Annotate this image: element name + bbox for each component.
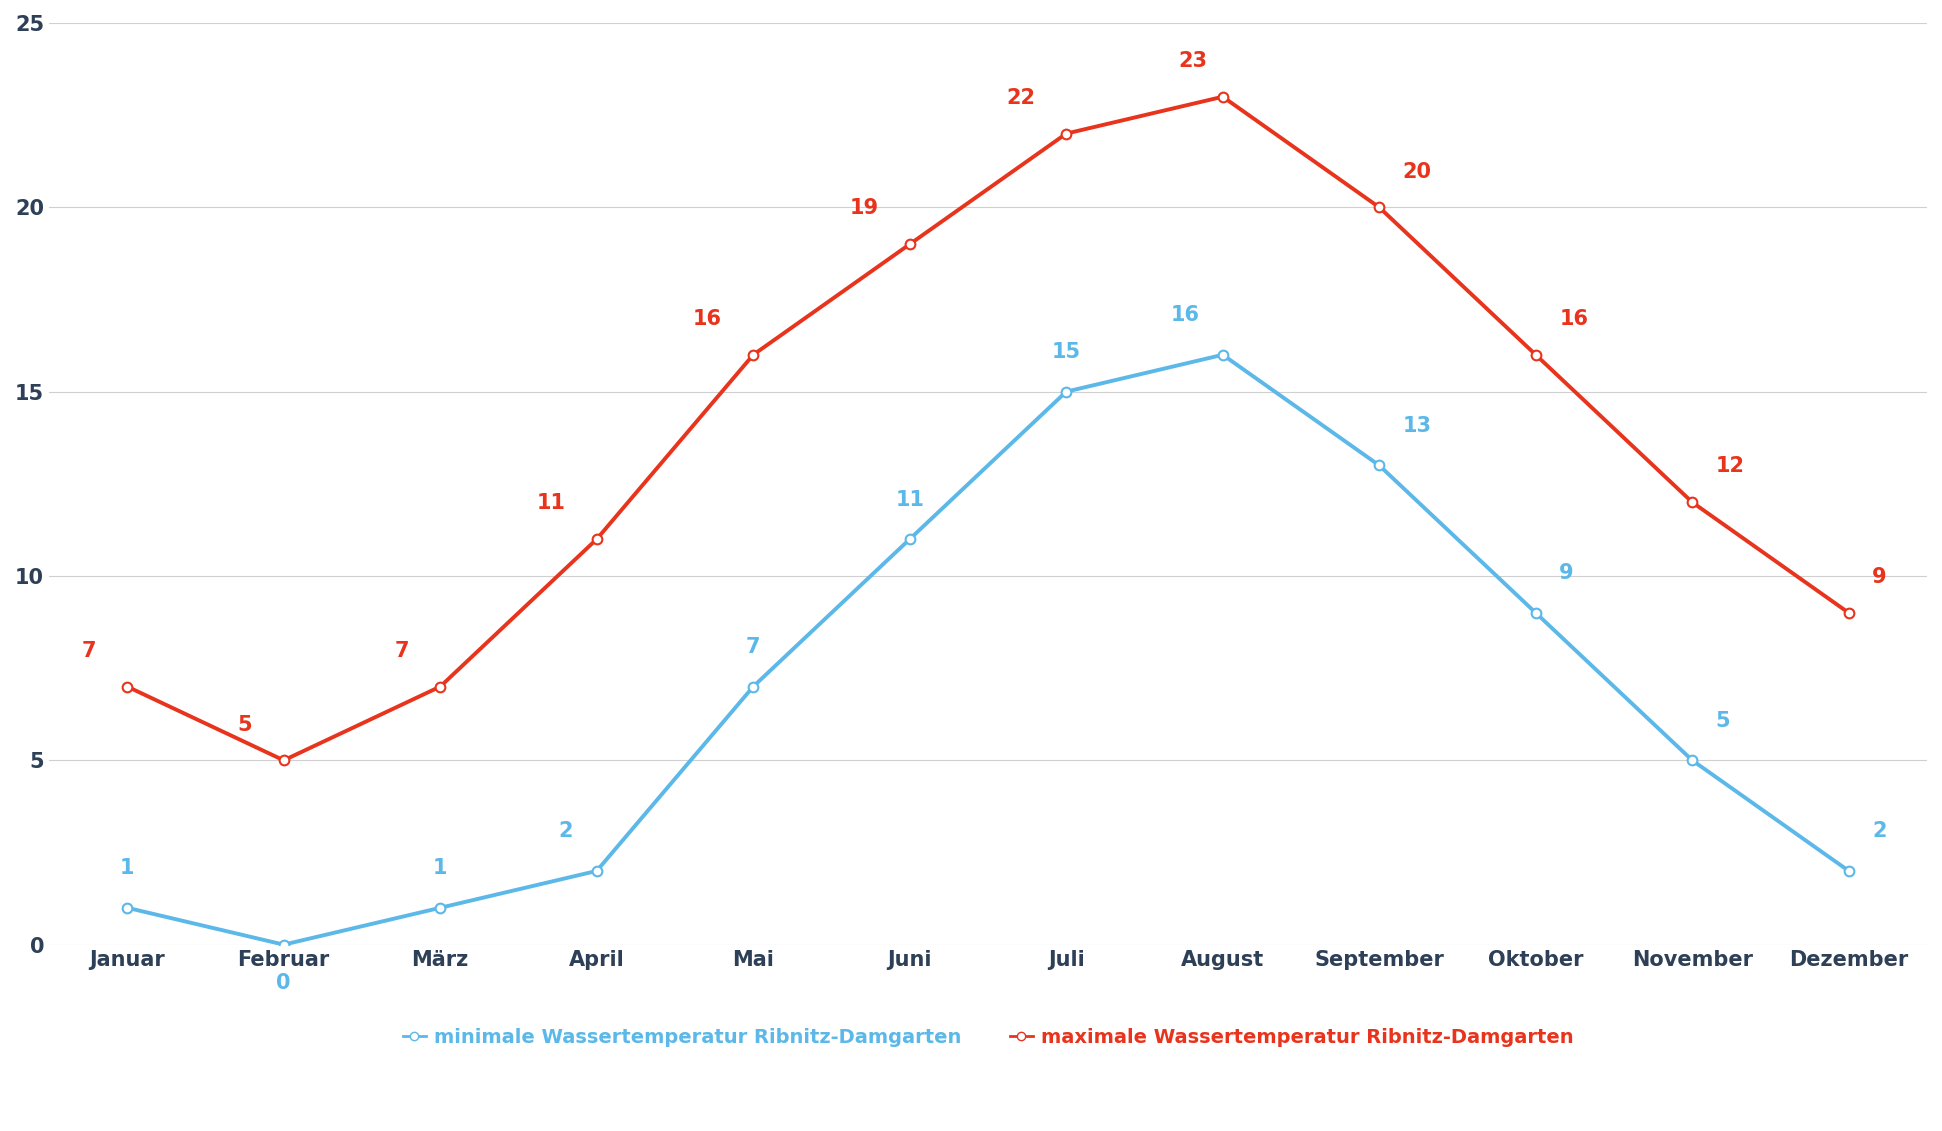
minimale Wassertemperatur Ribnitz-Damgarten <box>742 680 765 693</box>
minimale Wassertemperatur Ribnitz-Damgarten <box>272 938 295 951</box>
minimale Wassertemperatur Ribnitz-Damgarten <box>897 533 921 546</box>
maximale Wassertemperatur Ribnitz-Damgarten <box>1367 200 1390 214</box>
Text: 7: 7 <box>82 641 95 661</box>
Text: 7: 7 <box>394 641 410 661</box>
maximale Wassertemperatur Ribnitz-Damgarten <box>1680 495 1703 509</box>
Text: 20: 20 <box>1402 162 1431 181</box>
Text: 1: 1 <box>433 858 447 879</box>
Line: minimale Wassertemperatur Ribnitz-Damgarten: minimale Wassertemperatur Ribnitz-Damgar… <box>122 349 1853 950</box>
Text: 2: 2 <box>559 821 573 841</box>
maximale Wassertemperatur Ribnitz-Damgarten <box>1837 606 1860 620</box>
minimale Wassertemperatur Ribnitz-Damgarten <box>429 901 452 915</box>
Text: 2: 2 <box>1872 821 1888 841</box>
minimale Wassertemperatur Ribnitz-Damgarten <box>1367 458 1390 472</box>
maximale Wassertemperatur Ribnitz-Damgarten <box>1055 127 1078 140</box>
Text: 22: 22 <box>1006 88 1035 107</box>
minimale Wassertemperatur Ribnitz-Damgarten <box>1524 606 1548 620</box>
minimale Wassertemperatur Ribnitz-Damgarten <box>1055 385 1078 398</box>
Text: 16: 16 <box>693 309 722 329</box>
minimale Wassertemperatur Ribnitz-Damgarten <box>1212 348 1235 362</box>
Text: 1: 1 <box>120 858 134 879</box>
Text: 15: 15 <box>1053 343 1082 362</box>
Text: 13: 13 <box>1402 416 1431 435</box>
maximale Wassertemperatur Ribnitz-Damgarten <box>897 238 921 251</box>
Text: 7: 7 <box>746 637 761 657</box>
minimale Wassertemperatur Ribnitz-Damgarten <box>117 901 140 915</box>
maximale Wassertemperatur Ribnitz-Damgarten <box>272 753 295 767</box>
Text: 5: 5 <box>237 715 252 734</box>
maximale Wassertemperatur Ribnitz-Damgarten <box>585 533 608 546</box>
Text: 11: 11 <box>895 490 924 510</box>
maximale Wassertemperatur Ribnitz-Damgarten <box>742 348 765 362</box>
Text: 16: 16 <box>1171 305 1200 326</box>
Text: 11: 11 <box>536 493 565 513</box>
Text: 23: 23 <box>1179 51 1208 71</box>
Text: 12: 12 <box>1715 457 1744 476</box>
maximale Wassertemperatur Ribnitz-Damgarten <box>1524 348 1548 362</box>
minimale Wassertemperatur Ribnitz-Damgarten <box>1837 864 1860 878</box>
Text: 16: 16 <box>1559 309 1589 329</box>
minimale Wassertemperatur Ribnitz-Damgarten <box>585 864 608 878</box>
Text: 9: 9 <box>1872 567 1888 587</box>
Legend: minimale Wassertemperatur Ribnitz-Damgarten, maximale Wassertemperatur Ribnitz-D: minimale Wassertemperatur Ribnitz-Damgar… <box>394 1020 1581 1055</box>
maximale Wassertemperatur Ribnitz-Damgarten <box>429 680 452 693</box>
minimale Wassertemperatur Ribnitz-Damgarten <box>1680 753 1703 767</box>
maximale Wassertemperatur Ribnitz-Damgarten <box>117 680 140 693</box>
Text: 5: 5 <box>1715 710 1730 731</box>
maximale Wassertemperatur Ribnitz-Damgarten <box>1212 90 1235 104</box>
Line: maximale Wassertemperatur Ribnitz-Damgarten: maximale Wassertemperatur Ribnitz-Damgar… <box>122 92 1853 766</box>
Text: 19: 19 <box>849 198 878 218</box>
Text: 9: 9 <box>1559 563 1573 584</box>
Text: 0: 0 <box>276 973 291 993</box>
